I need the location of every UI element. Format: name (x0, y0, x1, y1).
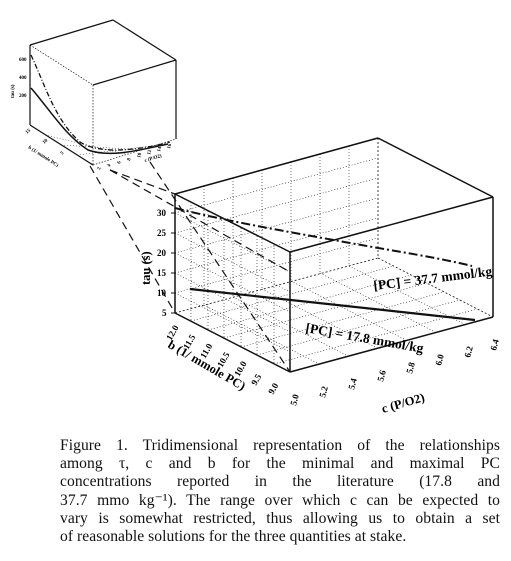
small-y-tick: 200 (19, 94, 27, 99)
small-plot-c-ticks: 2 4 6 8 10 12 14 16 (97, 143, 173, 171)
y-tick: 25 (157, 228, 167, 238)
figure-caption: Figure 1. Tridimensional representation … (60, 437, 500, 546)
small-b-tick: 10 (42, 138, 49, 145)
small-b-label: b (1/ mmole PC) (27, 145, 59, 168)
y-tick: 5 (162, 308, 167, 318)
small-y-tick: 400 (19, 76, 27, 81)
small-plot-y-ticks: 600 400 200 (19, 58, 27, 99)
small-plot (29, 19, 177, 166)
b-tick: 9.0 (266, 381, 281, 396)
curve-pc-37-7 (174, 207, 473, 267)
y-tick: 15 (157, 268, 167, 278)
y-axis-label: tau (s) (139, 251, 153, 285)
c-axis-label: c (P/O2) (380, 390, 426, 416)
y-tick: 30 (157, 208, 167, 218)
large-b-ticks: 12.0 11.5 11.0 10.5 10.0 9.5 9.0 (164, 323, 281, 396)
small-c-tick: 12 (147, 149, 153, 156)
small-b-tick: 15 (25, 128, 32, 135)
small-y-tick: 600 (19, 58, 27, 63)
small-c-tick: 16 (167, 143, 173, 150)
small-y-label: tau (s) (11, 84, 16, 98)
figure-3d-plots: 600 400 200 tau (s) 15 10 5 b (1/ mmole … (11, 19, 501, 416)
small-c-tick: 10 (137, 152, 143, 159)
caption-line: of reasonable solutions for the three qu… (60, 528, 407, 546)
c-tick: 6.0 (433, 353, 446, 367)
large-plot (171, 137, 494, 373)
small-plot-b-ticks: 15 10 5 (25, 128, 66, 156)
label-pc-37-7: [PC] = 37.7 mmol/kg (373, 264, 494, 293)
c-tick: 5.8 (404, 361, 417, 375)
caption-line: among τ, c and b for the minimal and max… (60, 455, 500, 473)
small-c-tick: 8 (127, 157, 133, 161)
large-y-ticks: 5 10 15 20 25 30 (157, 208, 167, 318)
caption-line: concentrations reported in the literatur… (60, 473, 500, 491)
y-tick: 20 (157, 248, 167, 258)
c-tick: 5.2 (317, 385, 330, 399)
small-c-label: c (P/O2) (144, 154, 163, 164)
c-tick: 6.2 (462, 345, 475, 359)
caption-line: 37.7 mmo kg⁻¹). The range over which c c… (60, 491, 500, 509)
b-tick: 9.5 (249, 372, 264, 387)
caption-line: vary is somewhat restricted, thus allowi… (60, 509, 500, 527)
small-b-tick: 5 (60, 151, 66, 157)
y-tick: 10 (157, 288, 167, 298)
small-c-tick: 14 (157, 146, 163, 153)
c-tick: 5.4 (346, 377, 359, 391)
small-curve-high (30, 54, 171, 151)
c-tick: 5.0 (288, 393, 301, 407)
zoom-connector-lines (89, 161, 291, 373)
small-c-tick: 6 (117, 160, 123, 164)
c-tick: 5.6 (375, 369, 388, 383)
caption-line: Figure 1. Tridimensional representation … (60, 437, 500, 454)
c-tick: 6.4 (488, 338, 501, 352)
small-c-tick: 4 (107, 163, 113, 167)
small-curve-low (30, 87, 169, 155)
small-c-tick: 2 (97, 166, 103, 170)
curve-pc-17-8 (189, 287, 476, 322)
large-c-ticks: 5.0 5.2 5.4 5.6 5.8 6.0 6.2 6.4 (288, 338, 501, 407)
